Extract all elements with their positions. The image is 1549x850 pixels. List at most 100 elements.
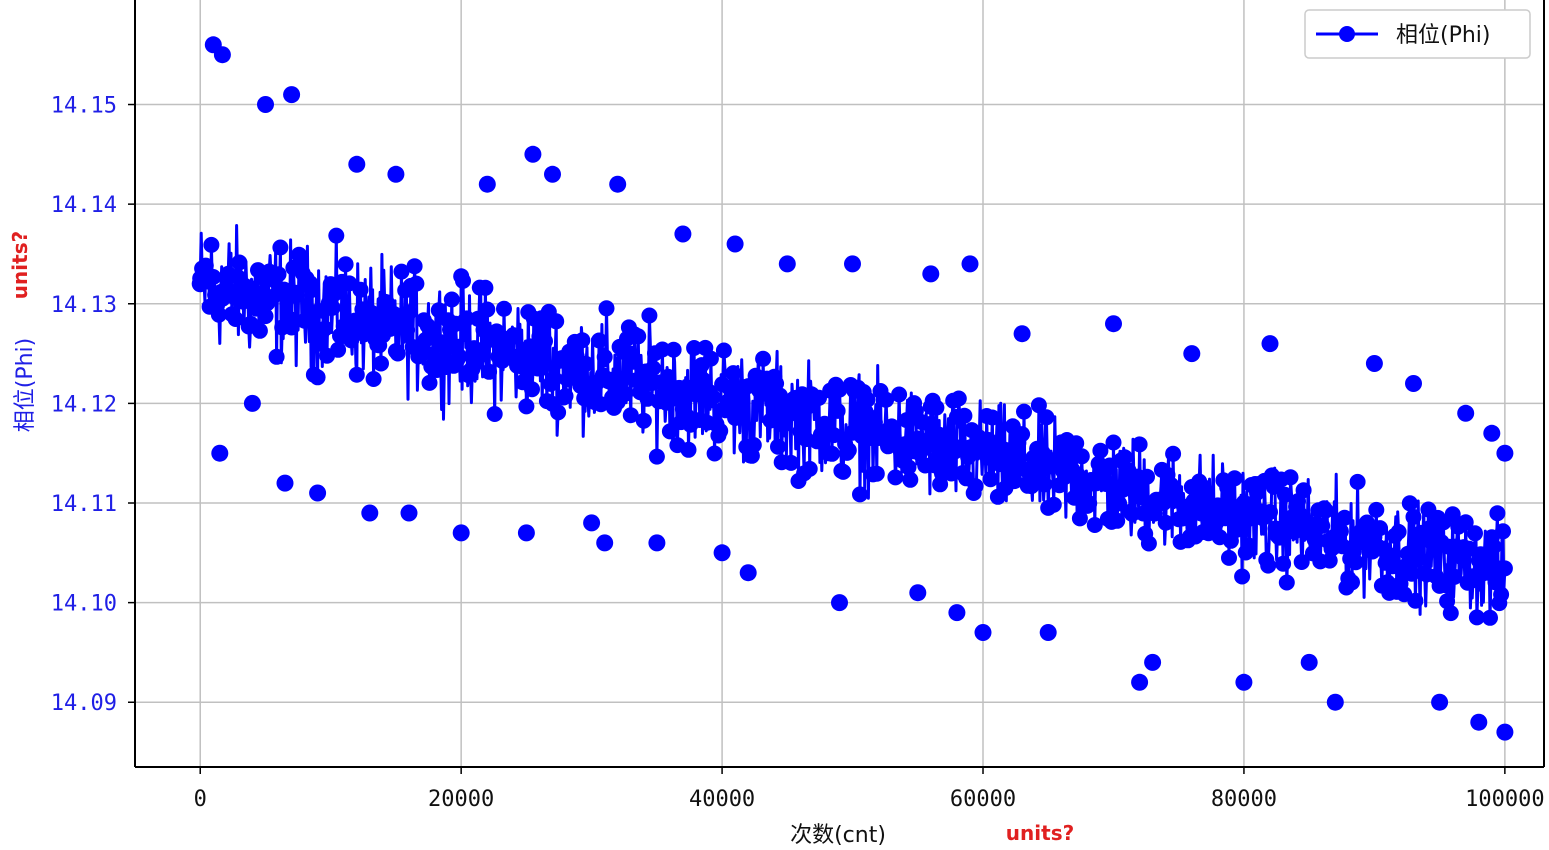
data-point xyxy=(1241,537,1258,554)
data-point xyxy=(1260,557,1277,574)
data-point xyxy=(974,624,992,641)
data-point xyxy=(745,437,762,453)
data-point xyxy=(1457,514,1474,531)
data-point xyxy=(922,265,940,283)
data-point xyxy=(783,454,799,471)
data-point xyxy=(686,340,703,356)
data-point xyxy=(1278,574,1295,591)
data-point xyxy=(1372,520,1388,537)
data-point xyxy=(900,459,917,476)
data-point xyxy=(389,345,406,362)
data-point xyxy=(919,432,936,449)
data-point xyxy=(937,426,954,443)
series-phi xyxy=(191,36,1514,741)
data-point xyxy=(458,310,475,327)
data-point xyxy=(430,302,447,319)
data-point xyxy=(452,524,470,542)
data-point xyxy=(1006,473,1023,490)
data-point xyxy=(878,391,895,408)
data-point xyxy=(645,360,662,377)
data-point xyxy=(283,319,300,336)
data-point xyxy=(348,155,366,173)
data-point xyxy=(1401,495,1418,512)
data-point xyxy=(950,390,967,407)
data-point xyxy=(505,327,522,344)
data-point xyxy=(654,341,671,358)
data-point xyxy=(967,478,984,495)
y-tick-label: 14.12 xyxy=(51,392,117,417)
data-point xyxy=(1495,523,1511,540)
data-point xyxy=(1487,574,1504,591)
data-point xyxy=(825,427,842,444)
data-point xyxy=(641,307,658,324)
data-point xyxy=(956,407,973,424)
data-point xyxy=(304,281,321,298)
data-point xyxy=(1457,404,1475,422)
data-point xyxy=(1403,565,1420,582)
data-point xyxy=(535,320,552,337)
data-point xyxy=(1008,446,1025,463)
data-point xyxy=(1276,486,1293,503)
data-point xyxy=(1282,469,1299,486)
data-point xyxy=(1275,555,1292,572)
data-point xyxy=(1045,496,1062,513)
data-point xyxy=(1178,504,1195,521)
data-point xyxy=(755,350,772,367)
data-point xyxy=(479,301,496,318)
data-point xyxy=(883,418,900,435)
data-point xyxy=(231,254,248,271)
legend-marker-swatch xyxy=(1339,26,1355,42)
data-point xyxy=(921,416,937,433)
data-point xyxy=(635,412,652,429)
data-point xyxy=(674,225,692,243)
data-point xyxy=(835,463,852,480)
data-point xyxy=(363,304,380,321)
data-point xyxy=(378,294,395,311)
data-point xyxy=(443,291,460,308)
data-point xyxy=(680,441,697,458)
data-point xyxy=(1444,506,1461,523)
data-point xyxy=(1092,442,1109,459)
data-point xyxy=(550,404,567,421)
data-point xyxy=(1482,609,1498,626)
data-point xyxy=(574,332,591,349)
data-point xyxy=(421,374,438,391)
data-point xyxy=(583,514,601,532)
data-point xyxy=(598,300,615,317)
data-point xyxy=(1496,444,1514,462)
data-point xyxy=(1081,495,1098,512)
data-point xyxy=(902,471,919,488)
data-point xyxy=(1183,345,1201,363)
data-point xyxy=(1109,512,1126,529)
data-point xyxy=(270,266,287,283)
data-point xyxy=(235,293,252,310)
data-point xyxy=(831,594,848,612)
data-point xyxy=(1336,509,1353,526)
y-tick-label: 14.15 xyxy=(51,94,117,119)
data-point xyxy=(1165,445,1182,462)
data-point xyxy=(1271,529,1288,546)
data-point xyxy=(824,445,840,462)
data-point xyxy=(283,86,301,104)
data-point xyxy=(292,251,309,268)
data-point xyxy=(1390,523,1407,540)
data-point xyxy=(1131,673,1149,691)
data-point xyxy=(1405,375,1422,392)
data-point xyxy=(1013,325,1031,343)
data-point xyxy=(1116,449,1133,466)
data-point xyxy=(1496,723,1514,741)
data-point xyxy=(1036,476,1053,493)
data-point xyxy=(272,239,289,256)
y-tick-label: 14.13 xyxy=(51,293,117,318)
legend-label: 相位(Phi) xyxy=(1396,23,1491,48)
data-point xyxy=(1016,403,1032,420)
data-point xyxy=(309,369,326,386)
data-point xyxy=(1349,473,1366,490)
data-point xyxy=(726,235,744,253)
data-point xyxy=(276,474,294,492)
data-point xyxy=(609,175,627,193)
data-point xyxy=(984,409,1001,426)
data-point xyxy=(451,348,468,365)
data-point xyxy=(365,371,382,387)
